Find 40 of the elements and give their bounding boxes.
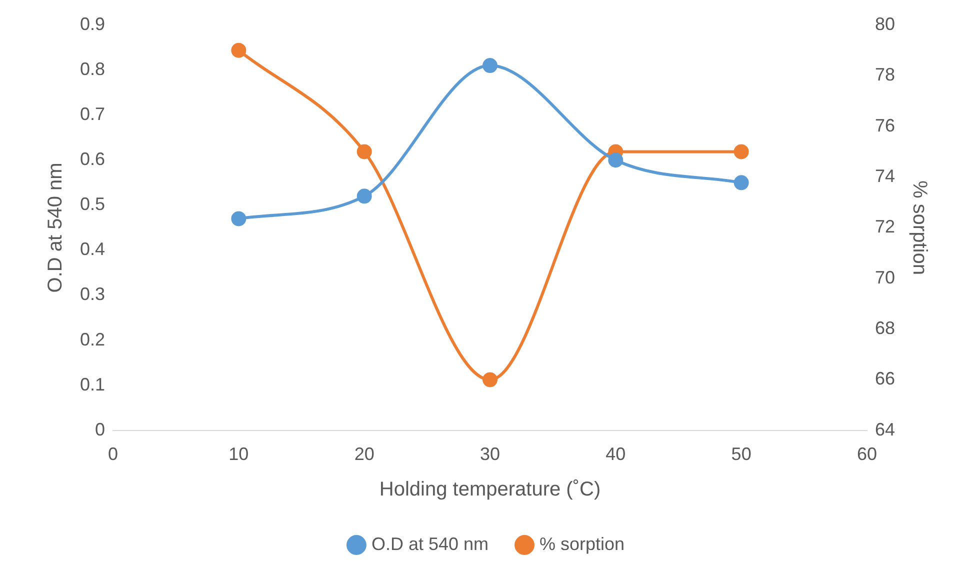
y-tick-label: 0.8	[80, 59, 106, 80]
x-axis-title: Holding temperature (˚C)	[379, 478, 601, 501]
y2-tick-label: 78	[874, 64, 896, 85]
y-tick-label: 0.3	[80, 284, 106, 304]
y-tick-label: 0.9	[80, 14, 106, 34]
point	[356, 144, 372, 160]
y2-axis-title: % sorption	[908, 180, 930, 275]
x-tick-label: 0	[108, 444, 118, 464]
y-axis-title: O.D at 540 nm	[44, 162, 67, 293]
x-tick-label: 30	[480, 444, 500, 464]
point	[231, 42, 246, 58]
y2-tick-label: 66	[874, 368, 896, 389]
y-tick-label: 0.2	[80, 329, 106, 350]
y2-tick-label: 70	[874, 267, 896, 288]
point	[231, 211, 246, 226]
y2-tick-label: 74	[874, 166, 896, 186]
x-tick-label: 60	[856, 444, 877, 464]
point	[734, 175, 749, 190]
y2-tick-label: 80	[874, 14, 896, 34]
y-tick-label: 0.7	[80, 104, 106, 124]
y2-tick-label: 72	[874, 216, 896, 237]
y-tick-label: 0	[95, 419, 106, 440]
point	[608, 152, 624, 168]
legend-label: % sorption	[540, 534, 625, 554]
point	[734, 144, 749, 160]
x-tick-label: 20	[354, 444, 374, 464]
x-tick-label: 10	[228, 444, 249, 464]
point	[356, 188, 372, 204]
point	[482, 58, 498, 74]
y-tick-label: 0.4	[80, 239, 106, 260]
y2-tick-label: 64	[874, 419, 896, 440]
x-tick-label: 40	[606, 444, 626, 464]
y-tick-label: 0.6	[80, 149, 106, 170]
y-tick-label: 0.1	[80, 374, 106, 394]
y2-tick-label: 68	[874, 318, 896, 338]
y-tick-label: 0.5	[80, 194, 106, 214]
legend-label: O.D at 540 nm	[371, 534, 489, 554]
y2-tick-label: 76	[874, 115, 896, 136]
point	[482, 372, 498, 388]
x-tick-label: 50	[731, 444, 752, 464]
